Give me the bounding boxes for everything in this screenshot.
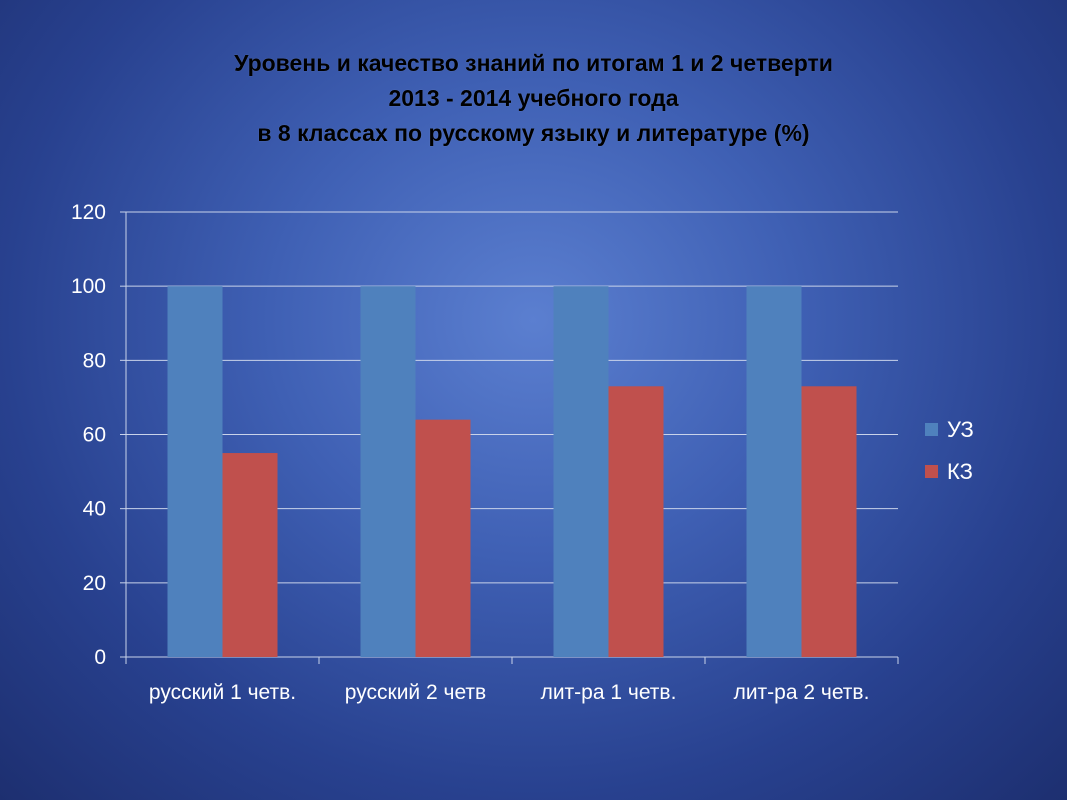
- bar-kz: [801, 386, 857, 657]
- y-tick-label: 80: [83, 349, 106, 372]
- bar-uz: [746, 286, 802, 657]
- y-tick-label: 20: [83, 572, 106, 595]
- y-tick-label: 120: [71, 201, 106, 224]
- x-category-label: русский 2 четв: [345, 681, 486, 704]
- x-category-label: лит-ра 1 четв.: [541, 681, 677, 704]
- bar-kz: [222, 453, 278, 657]
- legend-label-kz: КЗ: [947, 459, 973, 484]
- legend-label-uz: УЗ: [947, 417, 974, 442]
- bar-uz: [553, 286, 609, 657]
- y-tick-label: 60: [83, 424, 106, 447]
- axis-labels: 0 20 40 60 80 100 120 русский 1 четв. русский 2 …: [71, 201, 869, 704]
- chart-title-line-1: Уровень и качество знаний по итогам 1 и …: [234, 50, 833, 76]
- chart-title: Уровень и качество знаний по итогам 1 и …: [0, 46, 1067, 151]
- legend-swatch-kz: [925, 465, 938, 478]
- bar-kz: [608, 386, 664, 657]
- x-category-label: русский 1 четв.: [149, 681, 296, 704]
- y-tick-label: 0: [94, 646, 106, 669]
- x-category-label: лит-ра 2 четв.: [734, 681, 870, 704]
- legend: УЗ КЗ: [925, 417, 974, 484]
- bar-uz: [360, 286, 416, 657]
- chart-title-line-3: в 8 классах по русскому языку и литерату…: [257, 120, 810, 146]
- y-tick-label: 100: [71, 275, 106, 298]
- bar-uz: [167, 286, 223, 657]
- bars: [167, 286, 857, 657]
- chart-title-line-2: 2013 - 2014 учебного года: [388, 85, 679, 111]
- legend-swatch-uz: [925, 423, 938, 436]
- bar-kz: [415, 419, 471, 657]
- y-tick-label: 40: [83, 498, 106, 521]
